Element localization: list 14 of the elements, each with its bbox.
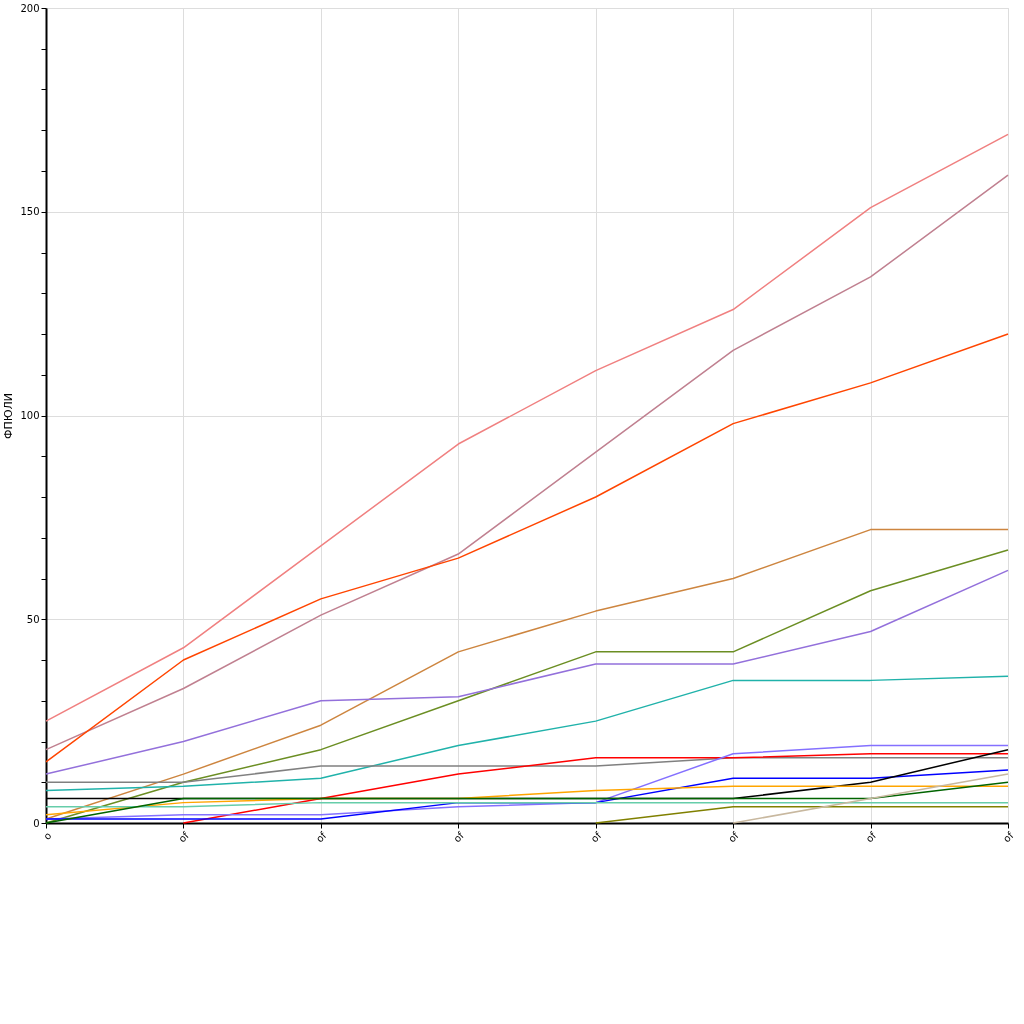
x-tick-label: of	[588, 829, 604, 845]
y-axis-title: ФПЮЛИ	[2, 392, 16, 440]
x-tick-label: of	[863, 829, 879, 845]
x-tick-label: o	[41, 829, 54, 842]
x-tick-label: of	[726, 829, 742, 845]
y-tick-label: 0	[33, 817, 40, 829]
y-tick-label: 150	[20, 206, 40, 218]
x-tick-label: of	[176, 829, 192, 845]
y-tick-label: 100	[20, 410, 40, 421]
y-tick-label: 50	[26, 613, 40, 625]
x-tick-label: of	[451, 829, 467, 845]
x-tick-label: of	[313, 829, 329, 845]
y-tick-label: 200	[20, 2, 40, 14]
x-tick-label: of	[1000, 829, 1016, 845]
